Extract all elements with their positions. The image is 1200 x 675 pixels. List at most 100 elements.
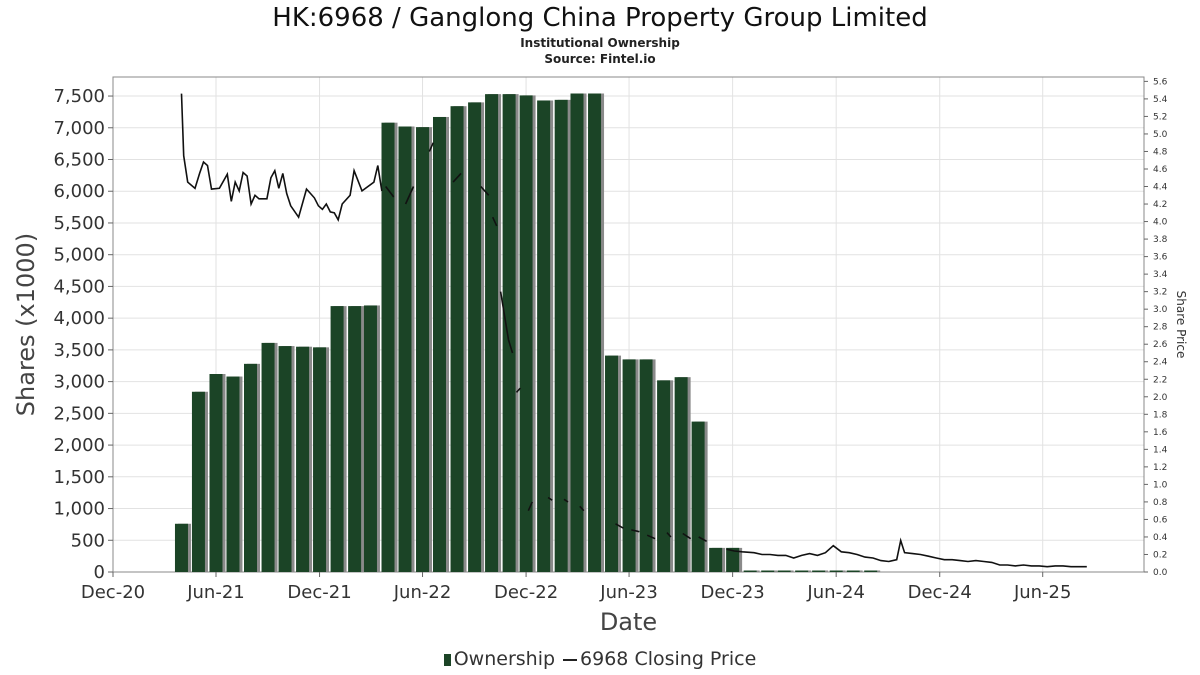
y-tick-label: 5,000	[53, 245, 105, 266]
y2-tick-label: 4.2	[1153, 200, 1167, 210]
ownership-bar	[829, 570, 843, 572]
y-tick-label: 5,500	[53, 213, 105, 234]
y2-tick-label: 1.4	[1153, 445, 1168, 455]
ownership-bar	[639, 359, 653, 572]
ownership-bar	[605, 355, 619, 572]
ownership-bar	[570, 93, 584, 572]
y2-tick-label: 0.4	[1153, 533, 1168, 543]
ownership-bar	[244, 363, 258, 572]
ownership-bar	[726, 547, 740, 572]
price-line-segment	[180, 93, 383, 222]
price-line-fragment	[682, 532, 692, 540]
y-tick-label: 3,000	[53, 372, 105, 393]
x-tick-label: Jun-25	[1013, 582, 1072, 603]
y-tick-label: 1,000	[53, 499, 105, 520]
y2-tick-label: 3.6	[1153, 253, 1168, 263]
chart-source: Source: Fintel.io	[544, 52, 656, 66]
y-tick-label: 7,500	[53, 86, 105, 107]
y-tick-label: 2,000	[53, 435, 105, 456]
y2-tick-label: 4.8	[1153, 147, 1168, 157]
y2-tick-label: 0.2	[1153, 550, 1167, 560]
price-line-fragment	[404, 186, 415, 205]
ownership-bar	[450, 106, 464, 572]
y-axis-label: Shares (x1000)	[12, 233, 40, 416]
ownership-bars	[174, 93, 881, 573]
ownership-bar	[174, 523, 188, 572]
y2-tick-label: 2.4	[1153, 358, 1168, 368]
x-tick-label: Jun-21	[186, 582, 245, 603]
ownership-bar	[261, 342, 275, 572]
ownership-bar	[846, 570, 860, 572]
ownership-bar	[191, 391, 205, 572]
y2-tick-label: 5.6	[1153, 77, 1168, 87]
ownership-bar	[761, 570, 775, 572]
price-line-fragment	[646, 534, 656, 540]
y-tick-label: 4,000	[53, 308, 105, 329]
ownership-bar	[519, 95, 533, 573]
y2-tick-label: 3.4	[1153, 270, 1168, 280]
y2-tick-label: 2.0	[1153, 393, 1168, 403]
y-tick-label: 2,500	[53, 403, 105, 424]
ownership-bar	[296, 346, 310, 572]
y2-tick-label: 2.8	[1153, 323, 1168, 333]
price-line-fragment	[579, 505, 585, 512]
price-line-fragment	[631, 529, 640, 533]
ownership-bar	[278, 346, 292, 572]
ownership-bar	[468, 102, 482, 572]
y2-tick-label: 3.8	[1153, 235, 1168, 245]
legend-ownership-swatch	[443, 653, 451, 666]
x-tick-label: Dec-21	[287, 582, 351, 603]
ownership-bar	[313, 347, 327, 572]
legend-ownership-label: Ownership	[453, 648, 556, 670]
legend: Ownership 6968 Closing Price	[0, 647, 1200, 671]
ownership-bar	[416, 127, 430, 572]
y2-tick-label: 3.0	[1153, 305, 1168, 315]
price-line-fragment	[698, 536, 707, 543]
chart-title: HK:6968 / Ganglong China Property Group …	[272, 3, 928, 33]
price-line-fragment	[515, 387, 521, 393]
y2-tick-label: 0.6	[1153, 515, 1168, 525]
y-tick-label: 3,500	[53, 340, 105, 361]
ownership-bar	[622, 359, 636, 572]
y-tick-label: 0	[94, 562, 105, 583]
ownership-bar	[502, 94, 516, 572]
chart-subtitle: Institutional Ownership	[520, 36, 680, 50]
y-tick-label: 1,500	[53, 467, 105, 488]
price-line-fragment	[499, 291, 514, 354]
ownership-bar	[209, 374, 223, 572]
y2-tick-label: 1.6	[1153, 428, 1168, 438]
x-tick-label: Jun-24	[806, 582, 865, 603]
ownership-bar	[864, 570, 878, 572]
y2-tick-label: 1.0	[1153, 480, 1168, 490]
price-line-tail	[726, 537, 1087, 568]
y2-tick-label: 3.2	[1153, 288, 1167, 298]
ownership-bar	[588, 93, 602, 572]
price-line-fragment	[480, 185, 490, 196]
ownership-bar	[433, 116, 447, 572]
x-tick-label: Dec-20	[81, 582, 145, 603]
price-line-fragment	[666, 532, 672, 538]
price-line-fragment	[491, 216, 498, 227]
ownership-bar	[226, 376, 240, 572]
y-tick-label: 500	[71, 530, 105, 551]
ownership-bar	[795, 570, 809, 572]
axis-ticks: 0 500 1,000 1,500 2,000 2,500 3,000 3,500 4,000 4…	[53, 77, 1167, 603]
y2-tick-label: 1.2	[1153, 463, 1167, 473]
y-tick-label: 7,000	[53, 118, 105, 139]
y2-tick-label: 5.2	[1153, 112, 1167, 122]
ownership-bar	[657, 380, 671, 572]
x-tick-label: Dec-22	[494, 582, 558, 603]
price-line-fragment	[452, 172, 462, 183]
y-tick-label: 6,000	[53, 181, 105, 202]
y2-tick-label: 0.0	[1153, 568, 1168, 578]
y-tick-label: 6,500	[53, 150, 105, 171]
price-line-fragment	[547, 496, 553, 501]
ownership-bar	[554, 99, 568, 572]
ownership-bar	[674, 377, 688, 572]
ownership-bar	[812, 570, 826, 572]
price-line	[180, 93, 1087, 568]
ownership-bar	[381, 122, 395, 572]
y-tick-label: 4,500	[53, 276, 105, 297]
y2-tick-label: 4.4	[1153, 183, 1168, 193]
